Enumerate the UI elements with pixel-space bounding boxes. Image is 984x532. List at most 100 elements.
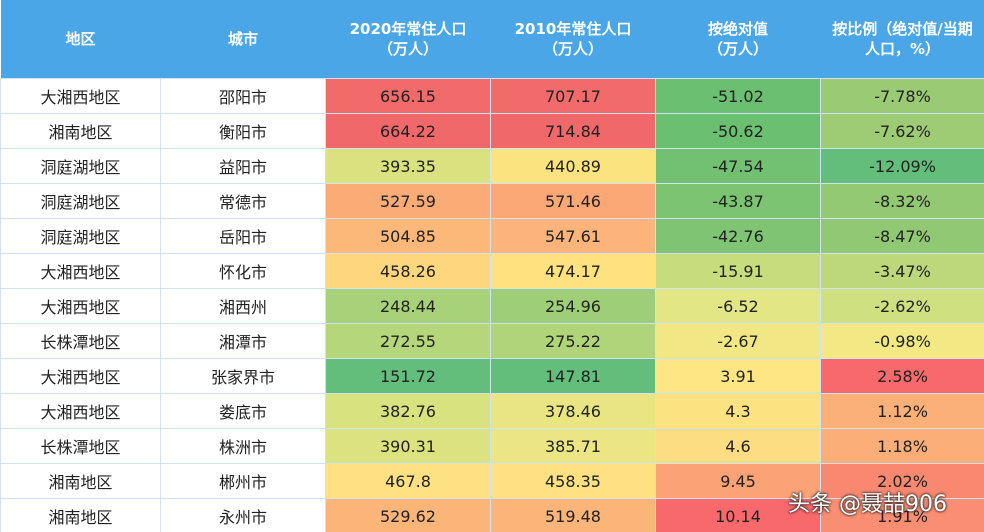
table-cell: -51.02 [655,78,821,114]
table-row: 大湘西地区 湘西州 248.44 254.96 -6.52 -2.62% [0,288,984,324]
table-cell: -8.47% [820,218,984,254]
table-cell: 2.58% [820,358,984,394]
table-cell: -7.78% [820,78,984,114]
table-row: 湘南地区 永州市 529.62 519.48 10.14 1.91% [0,498,984,532]
table-cell: -43.87 [655,183,821,219]
header-cell: 城市 [160,0,326,79]
table-cell: 湘潭市 [160,323,326,359]
table-row: 大湘西地区 娄底市 382.76 378.46 4.3 1.12% [0,393,984,429]
header-text: （万人） [377,40,438,58]
table-cell: 株洲市 [160,428,326,464]
table-cell: 656.15 [325,78,491,114]
table-cell: 湘南地区 [0,463,161,499]
header-cell: 按绝对值 （万人） [655,0,821,79]
table-cell: 常德市 [160,183,326,219]
table-cell: 504.85 [325,218,491,254]
table-cell: -50.62 [655,113,821,149]
table-cell: 393.35 [325,148,491,184]
header-text: （万人） [707,40,768,58]
header-cell: 2010年常住人口 （万人） [490,0,656,79]
table-cell: 458.35 [490,463,656,499]
table-cell: 440.89 [490,148,656,184]
table-cell: 382.76 [325,393,491,429]
table-row: 大湘西地区 邵阳市 656.15 707.17 -51.02 -7.78% [0,78,984,114]
table-cell: 707.17 [490,78,656,114]
table-cell: -2.67 [655,323,821,359]
table-row: 长株潭地区 湘潭市 272.55 275.22 -2.67 -0.98% [0,323,984,359]
table-cell: 519.48 [490,498,656,532]
table-cell: 洞庭湖地区 [0,183,161,219]
header-text: 按比例（绝对值/当期 [832,20,973,38]
table-cell: 张家界市 [160,358,326,394]
table-cell: 529.62 [325,498,491,532]
table-cell: 272.55 [325,323,491,359]
table-cell: 1.18% [820,428,984,464]
table-cell: 467.8 [325,463,491,499]
header-text: 地区 [65,30,96,48]
table-cell: 大湘西地区 [0,288,161,324]
table-cell: -8.32% [820,183,984,219]
table-cell: 9.45 [655,463,821,499]
table-cell: -0.98% [820,323,984,359]
table-cell: 洞庭湖地区 [0,218,161,254]
table-cell: 571.46 [490,183,656,219]
table-cell: 大湘西地区 [0,253,161,289]
table-cell: 458.26 [325,253,491,289]
table-cell: 长株潭地区 [0,323,161,359]
header-text: 按绝对值 [707,20,768,38]
table-cell: 10.14 [655,498,821,532]
header-text: （万人） [542,40,603,58]
table-cell: 永州市 [160,498,326,532]
table-row: 洞庭湖地区 常德市 527.59 571.46 -43.87 -8.32% [0,183,984,219]
table-cell: 怀化市 [160,253,326,289]
table-cell: -15.91 [655,253,821,289]
table-cell: 长株潭地区 [0,428,161,464]
table-cell: 4.6 [655,428,821,464]
header-cell: 2020年常住人口 （万人） [325,0,491,79]
header-text: 2010年常住人口 [514,20,632,38]
table-cell: 474.17 [490,253,656,289]
table-cell: 4.3 [655,393,821,429]
table-cell: 378.46 [490,393,656,429]
table-row: 洞庭湖地区 岳阳市 504.85 547.61 -42.76 -8.47% [0,218,984,254]
table-cell: 248.44 [325,288,491,324]
header-text: 2020年常住人口 [349,20,467,38]
header-text: 人口，%） [864,40,941,58]
watermark: 头条 @聂喆906 [788,492,947,517]
table-cell: 3.91 [655,358,821,394]
table-cell: 664.22 [325,113,491,149]
table-cell: 275.22 [490,323,656,359]
table-cell: 岳阳市 [160,218,326,254]
table-row: 长株潭地区 株洲市 390.31 385.71 4.6 1.18% [0,428,984,464]
table-row: 洞庭湖地区 益阳市 393.35 440.89 -47.54 -12.09% [0,148,984,184]
table-cell: 邵阳市 [160,78,326,114]
table-cell: 390.31 [325,428,491,464]
table-cell: 大湘西地区 [0,358,161,394]
table-cell: 254.96 [490,288,656,324]
table-cell: -6.52 [655,288,821,324]
table-row: 大湘西地区 怀化市 458.26 474.17 -15.91 -3.47% [0,253,984,289]
table-cell: 郴州市 [160,463,326,499]
table-cell: 714.84 [490,113,656,149]
header-cell: 按比例（绝对值/当期 人口，%） [820,0,984,79]
header-row: 地区 城市 2020年常住人口 （万人） 2010年常住人口 （万人） 按绝对值 （万人） 按比… [0,0,984,79]
table-cell: 大湘西地区 [0,78,161,114]
table-cell: -7.62% [820,113,984,149]
table-row: 大湘西地区 张家界市 151.72 147.81 3.91 2.58% [0,358,984,394]
table-cell: -42.76 [655,218,821,254]
header-cell: 地区 [0,0,161,79]
table-cell: 1.12% [820,393,984,429]
table-cell: 527.59 [325,183,491,219]
table-cell: 湘西州 [160,288,326,324]
table-cell: -12.09% [820,148,984,184]
header-text: 城市 [227,30,258,48]
table-cell: 大湘西地区 [0,393,161,429]
table-cell: 2.02% [820,463,984,499]
table-row: 湘南地区 衡阳市 664.22 714.84 -50.62 -7.62% [0,113,984,149]
table-cell: 娄底市 [160,393,326,429]
table-cell: 385.71 [490,428,656,464]
table-row: 湘南地区 郴州市 467.8 458.35 9.45 2.02% [0,463,984,499]
table-cell: 益阳市 [160,148,326,184]
